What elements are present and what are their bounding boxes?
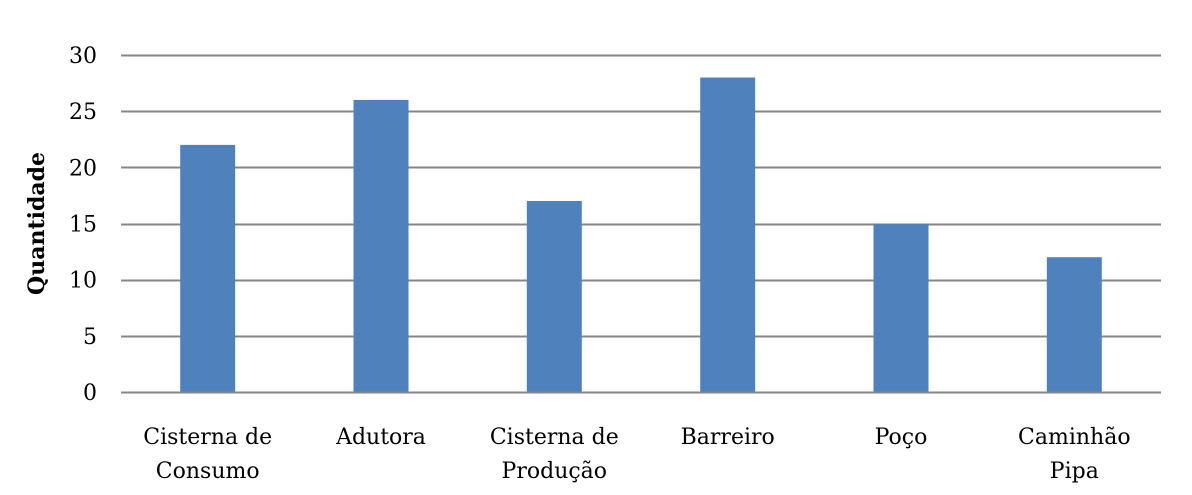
y-tick-label: 5 [83, 325, 97, 350]
y-tick-label: 10 [69, 269, 97, 294]
bar [353, 99, 409, 393]
y-tick-label: 25 [69, 100, 97, 125]
x-axis-category-labels: Cisterna de Consumo Adutora Cisterna de Prod… [143, 425, 1130, 484]
y-axis-title: Quantidade [24, 152, 50, 295]
x-category-label: Cisterna de Produção [490, 425, 619, 484]
x-category-label: Cisterna de Consumo [143, 425, 272, 484]
bar [873, 223, 929, 392]
bar [180, 144, 236, 392]
grid-lines [121, 54, 1161, 338]
y-tick-label: 15 [69, 213, 97, 238]
bar [526, 201, 582, 392]
y-tick-label: 20 [69, 156, 97, 181]
x-category-label: Adutora [335, 425, 426, 450]
y-axis-tick-labels: 0 5 10 15 20 25 30 [69, 44, 97, 406]
bar [700, 77, 756, 392]
bar-series [180, 77, 1102, 393]
bar [1046, 257, 1102, 392]
y-tick-label: 0 [83, 381, 97, 406]
x-category-label: Caminhão Pipa [1018, 425, 1131, 484]
y-tick-label: 30 [69, 44, 97, 69]
x-category-label: Poço [875, 425, 928, 450]
x-category-label: Barreiro [681, 425, 775, 450]
